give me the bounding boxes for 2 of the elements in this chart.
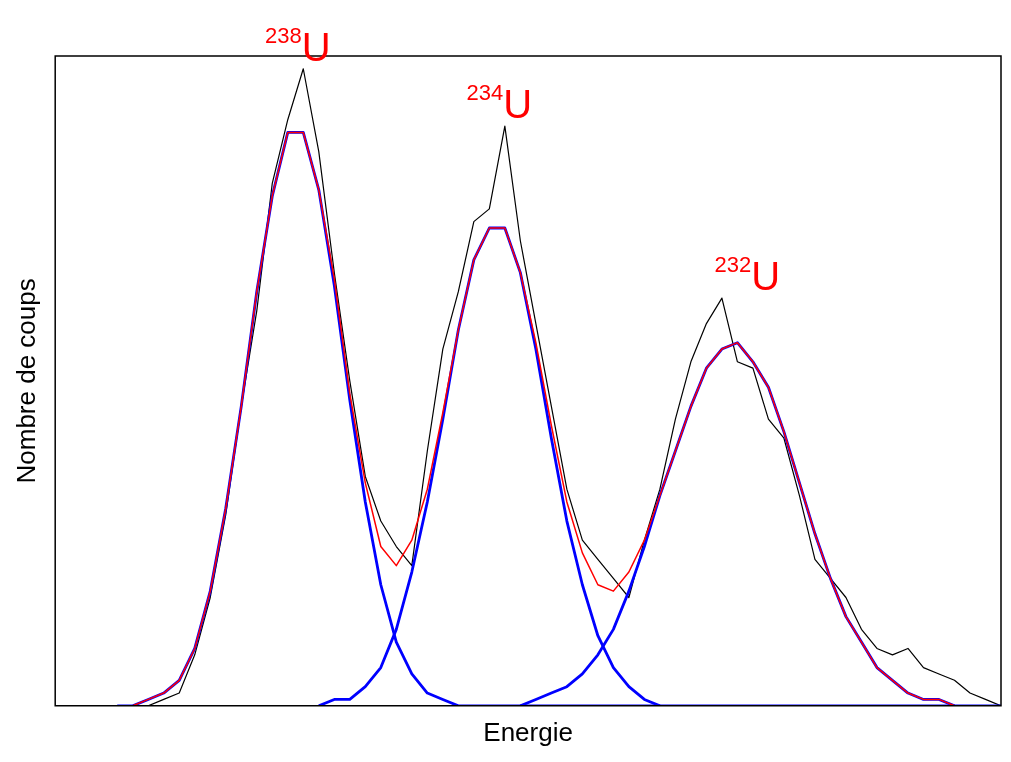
y-axis-title: Nombre de coups [10, 278, 41, 484]
x-axis-title: Energie [483, 716, 573, 747]
